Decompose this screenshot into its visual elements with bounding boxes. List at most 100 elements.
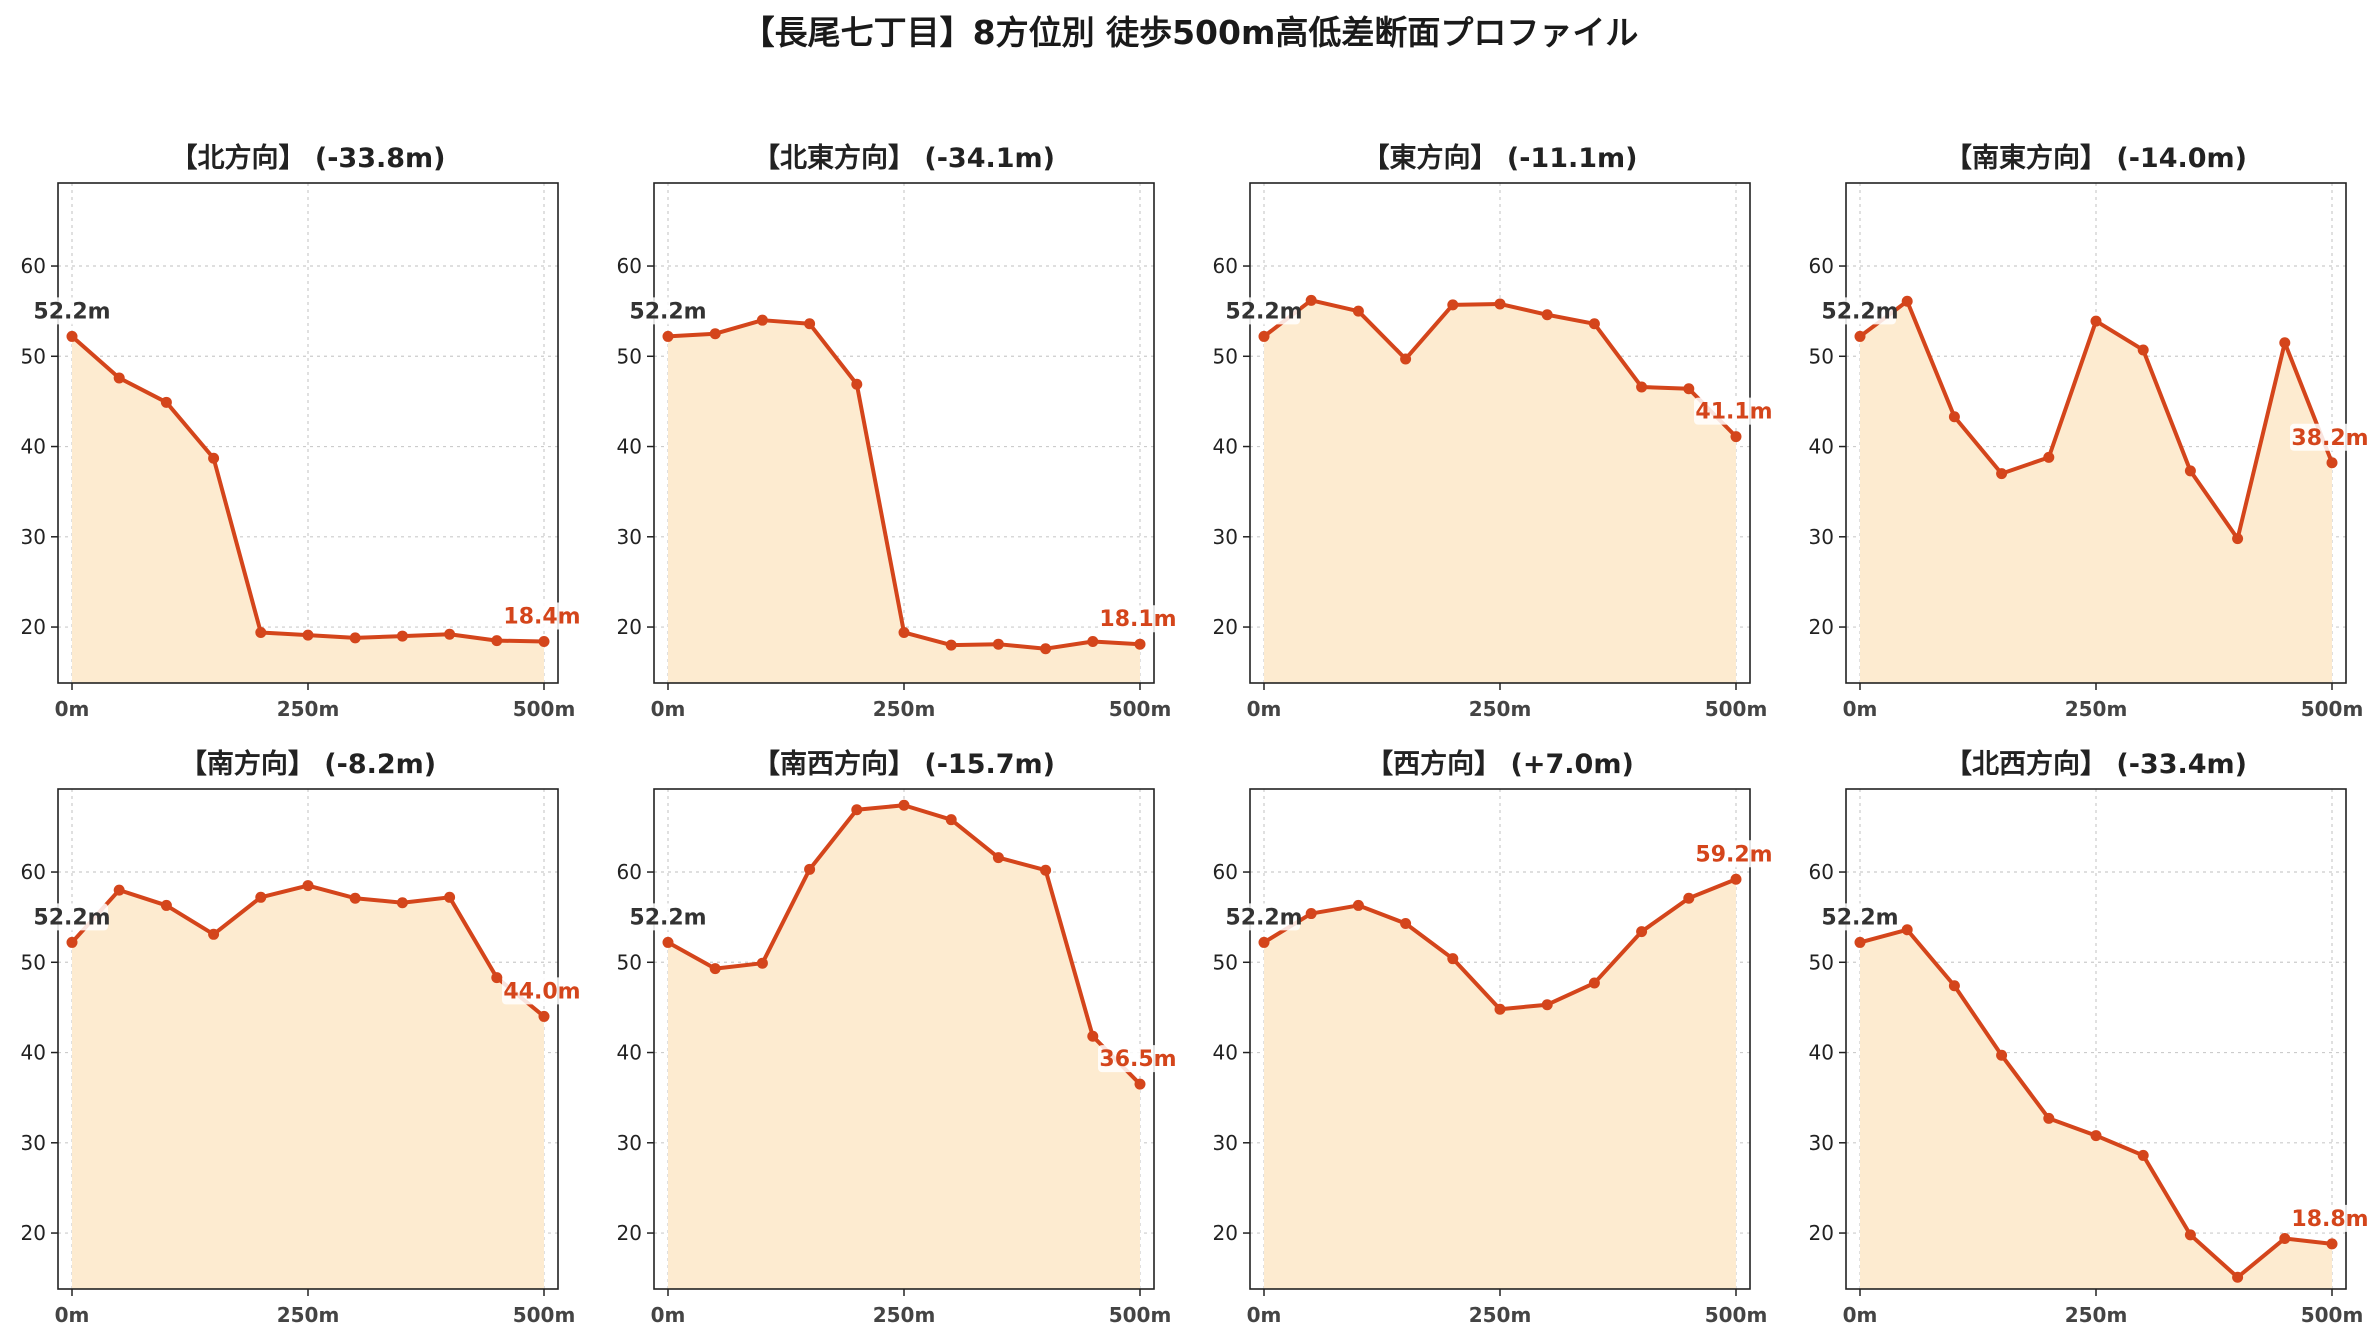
data-point — [302, 880, 314, 892]
x-tick-label: 250m — [277, 1303, 340, 1327]
data-point — [113, 372, 125, 384]
area-fill — [1264, 879, 1736, 1289]
panel-4: 【南方向】 (-8.2m) 20 30 40 50 60 0m 250m 500m 52.2m 44… — [21, 748, 582, 1327]
data-point — [1854, 936, 1866, 948]
x-tick-label: 0m — [1843, 1303, 1878, 1327]
data-point — [851, 378, 863, 390]
data-point — [1588, 318, 1600, 330]
data-point — [2184, 465, 2196, 477]
y-tick-label: 50 — [21, 950, 46, 974]
y-tick-label: 40 — [617, 435, 642, 459]
data-point — [1134, 638, 1146, 650]
end-elevation-label: 59.2m — [1695, 842, 1772, 867]
end-elevation-label: 41.1m — [1695, 400, 1772, 425]
data-point — [1948, 411, 1960, 423]
area-fill — [1860, 929, 2332, 1289]
y-tick-label: 60 — [1213, 860, 1238, 884]
data-point — [1305, 908, 1317, 920]
end-elevation-label: 18.1m — [1099, 607, 1176, 632]
y-tick-label: 20 — [617, 615, 642, 639]
area-fill — [72, 885, 544, 1289]
data-point — [1258, 936, 1270, 948]
x-tick-label: 500m — [513, 1303, 576, 1327]
start-label-bg — [1228, 903, 1300, 931]
data-point — [1258, 330, 1270, 342]
panel-0: 【北方向】 (-33.8m) 20 30 40 50 60 0m 250m 500m 52.2m 1… — [21, 142, 582, 721]
data-point — [2279, 337, 2291, 349]
data-point — [851, 804, 863, 816]
panel-title: 【北東方向】 (-34.1m) — [753, 142, 1055, 174]
x-tick-label: 0m — [55, 697, 90, 721]
data-point — [1447, 299, 1459, 311]
panel-title: 【南方向】 (-8.2m) — [180, 748, 436, 780]
data-point — [756, 957, 768, 969]
data-point — [2232, 533, 2244, 545]
data-point — [1494, 1003, 1506, 1015]
data-point — [898, 799, 910, 811]
y-tick-label: 60 — [617, 254, 642, 278]
y-tick-label: 20 — [21, 1221, 46, 1245]
data-point — [1134, 1078, 1146, 1090]
data-point — [898, 626, 910, 638]
data-point — [2184, 1229, 2196, 1241]
y-tick-label: 30 — [21, 525, 46, 549]
end-label-bg — [2290, 423, 2370, 451]
start-elevation-label: 52.2m — [1821, 905, 1898, 930]
data-point — [1683, 383, 1695, 395]
data-point — [1447, 953, 1459, 965]
y-tick-label: 50 — [1213, 950, 1238, 974]
x-tick-label: 0m — [55, 1303, 90, 1327]
y-tick-label: 50 — [617, 950, 642, 974]
y-tick-label: 40 — [1809, 1041, 1834, 1065]
end-label-bg — [2290, 1204, 2370, 1232]
data-point — [113, 884, 125, 896]
end-elevation-label: 38.2m — [2291, 426, 2368, 451]
data-point — [804, 863, 816, 875]
data-point — [1730, 873, 1742, 885]
panel-title: 【東方向】 (-11.1m) — [1362, 142, 1637, 174]
start-elevation-label: 52.2m — [1225, 905, 1302, 930]
data-point — [2137, 344, 2149, 356]
end-label-bg — [1694, 397, 1774, 425]
panel-7: 【北西方向】 (-33.4m) 20 30 40 50 60 0m 250m 500m 52.2m… — [1809, 748, 2370, 1327]
panel-5: 【南西方向】 (-15.7m) 20 30 40 50 60 0m 250m 500m 52.2m… — [617, 748, 1178, 1327]
x-tick-label: 500m — [513, 697, 576, 721]
figure-title: 【長尾七丁目】8方位別 徒歩500m高低差断面プロファイル — [742, 13, 1639, 52]
data-point — [1541, 309, 1553, 321]
start-elevation-label: 52.2m — [629, 299, 706, 324]
area-fill — [668, 320, 1140, 683]
end-label-bg — [502, 602, 582, 630]
data-point — [444, 891, 456, 903]
y-tick-label: 40 — [617, 1041, 642, 1065]
data-point — [396, 630, 408, 642]
data-point — [1588, 977, 1600, 989]
panel-3: 【南東方向】 (-14.0m) 20 30 40 50 60 0m 250m 500m 52.2m… — [1809, 142, 2370, 721]
data-point — [444, 628, 456, 640]
x-tick-label: 500m — [1705, 697, 1768, 721]
data-point — [255, 891, 267, 903]
x-tick-label: 500m — [1109, 1303, 1172, 1327]
x-tick-label: 250m — [1469, 1303, 1532, 1327]
y-tick-label: 30 — [1213, 525, 1238, 549]
data-point — [491, 972, 503, 984]
panel-title: 【北西方向】 (-33.4m) — [1945, 748, 2247, 780]
x-tick-label: 250m — [2065, 697, 2128, 721]
data-point — [2232, 1271, 2244, 1283]
panel-6: 【西方向】 (+7.0m) 20 30 40 50 60 0m 250m 500m 52.2m 59… — [1213, 748, 1774, 1327]
start-elevation-label: 52.2m — [33, 905, 110, 930]
data-point — [1400, 917, 1412, 929]
data-point — [1087, 635, 1099, 647]
data-point — [1683, 892, 1695, 904]
data-point — [2043, 451, 2055, 463]
data-point — [1636, 926, 1648, 938]
area-fill — [668, 805, 1140, 1289]
data-point — [1352, 899, 1364, 911]
data-point — [1854, 330, 1866, 342]
data-point — [160, 396, 172, 408]
x-tick-label: 500m — [2301, 1303, 2364, 1327]
x-tick-label: 500m — [1705, 1303, 1768, 1327]
data-point — [396, 897, 408, 909]
data-point — [1901, 295, 1913, 307]
data-point — [756, 314, 768, 326]
